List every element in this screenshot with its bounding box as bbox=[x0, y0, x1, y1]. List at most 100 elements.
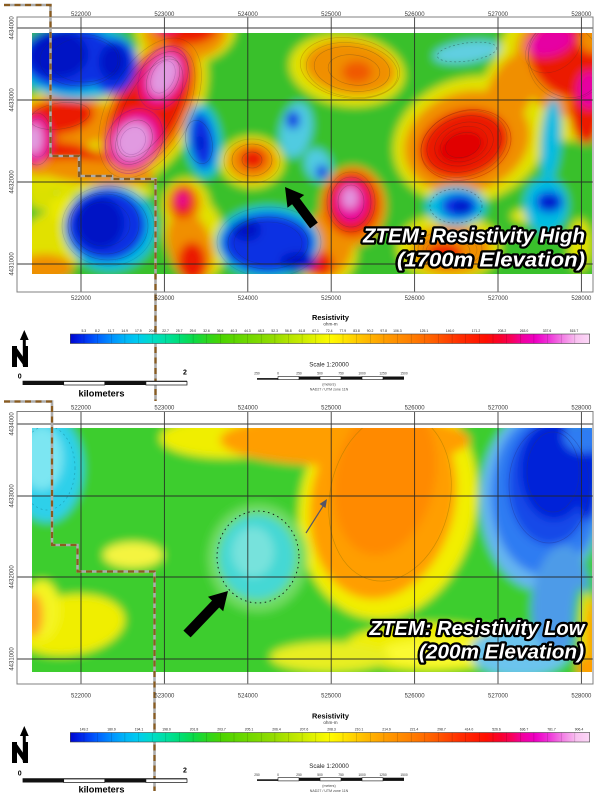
svg-text:72.4: 72.4 bbox=[326, 329, 333, 333]
svg-text:524000: 524000 bbox=[238, 694, 259, 700]
svg-text:500: 500 bbox=[317, 372, 323, 376]
svg-text:97.8: 97.8 bbox=[380, 329, 387, 333]
svg-text:149.2: 149.2 bbox=[80, 727, 89, 731]
svg-text:32.6: 32.6 bbox=[203, 329, 210, 333]
svg-text:1500: 1500 bbox=[400, 372, 408, 376]
svg-text:250: 250 bbox=[254, 773, 260, 777]
svg-text:171.2: 171.2 bbox=[472, 329, 481, 333]
svg-text:525000: 525000 bbox=[321, 296, 342, 302]
svg-text:(200m Elevation): (200m Elevation) bbox=[419, 640, 584, 663]
svg-text:214.9: 214.9 bbox=[382, 727, 391, 731]
svg-text:523000: 523000 bbox=[154, 296, 175, 302]
svg-text:250: 250 bbox=[296, 773, 302, 777]
svg-text:Resistivity: Resistivity bbox=[312, 712, 350, 721]
svg-text:414.0: 414.0 bbox=[465, 727, 474, 731]
svg-text:250: 250 bbox=[296, 372, 302, 376]
svg-text:Scale 1:20000: Scale 1:20000 bbox=[309, 362, 349, 369]
svg-text:528000: 528000 bbox=[571, 694, 592, 700]
svg-text:528000: 528000 bbox=[571, 12, 592, 18]
svg-text:781.7: 781.7 bbox=[547, 727, 556, 731]
svg-text:(meters): (meters) bbox=[322, 784, 335, 788]
svg-text:208.2: 208.2 bbox=[498, 329, 507, 333]
svg-text:194.1: 194.1 bbox=[135, 727, 144, 731]
svg-text:1000: 1000 bbox=[358, 773, 366, 777]
svg-text:17.9: 17.9 bbox=[135, 329, 142, 333]
svg-text:528000: 528000 bbox=[571, 296, 592, 302]
svg-text:4433000: 4433000 bbox=[10, 484, 16, 508]
svg-text:1250: 1250 bbox=[379, 372, 387, 376]
svg-text:ohm-m: ohm-m bbox=[323, 322, 337, 327]
svg-text:36.6: 36.6 bbox=[217, 329, 224, 333]
svg-text:0: 0 bbox=[18, 374, 22, 381]
svg-text:528000: 528000 bbox=[571, 406, 592, 412]
svg-text:207.6: 207.6 bbox=[300, 727, 309, 731]
svg-text:8.2: 8.2 bbox=[95, 329, 100, 333]
svg-text:4432000: 4432000 bbox=[10, 170, 16, 194]
svg-text:515.7: 515.7 bbox=[570, 329, 579, 333]
svg-text:527000: 527000 bbox=[488, 694, 509, 700]
svg-text:NAD27 / UTM zone 11N: NAD27 / UTM zone 11N bbox=[310, 789, 349, 793]
svg-text:(1700m Elevation): (1700m Elevation) bbox=[397, 249, 585, 272]
svg-text:kilometers: kilometers bbox=[79, 389, 125, 399]
svg-text:0: 0 bbox=[18, 771, 22, 778]
svg-text:29.0: 29.0 bbox=[190, 329, 197, 333]
svg-text:1250: 1250 bbox=[379, 773, 387, 777]
svg-text:636.7: 636.7 bbox=[520, 727, 529, 731]
svg-text:205.1: 205.1 bbox=[245, 727, 254, 731]
svg-text:523000: 523000 bbox=[154, 12, 175, 18]
svg-text:4434000: 4434000 bbox=[10, 16, 16, 40]
svg-text:522000: 522000 bbox=[71, 694, 92, 700]
svg-text:4431000: 4431000 bbox=[10, 252, 16, 276]
svg-text:203.7: 203.7 bbox=[217, 727, 226, 731]
svg-text:2: 2 bbox=[183, 768, 187, 775]
svg-text:44.3: 44.3 bbox=[244, 329, 251, 333]
svg-text:198.0: 198.0 bbox=[162, 727, 171, 731]
svg-text:525000: 525000 bbox=[321, 406, 342, 412]
svg-text:(meters): (meters) bbox=[322, 383, 335, 387]
svg-text:298.7: 298.7 bbox=[437, 727, 446, 731]
svg-text:337.6: 337.6 bbox=[543, 329, 552, 333]
svg-text:ohm-m: ohm-m bbox=[323, 720, 337, 725]
svg-text:527000: 527000 bbox=[488, 406, 509, 412]
svg-text:20.6: 20.6 bbox=[149, 329, 156, 333]
svg-text:40.3: 40.3 bbox=[230, 329, 237, 333]
svg-text:1000: 1000 bbox=[358, 372, 366, 376]
svg-text:526000: 526000 bbox=[405, 406, 426, 412]
svg-text:77.9: 77.9 bbox=[339, 329, 346, 333]
svg-text:750: 750 bbox=[338, 773, 344, 777]
svg-text:4431000: 4431000 bbox=[10, 647, 16, 671]
svg-text:527000: 527000 bbox=[488, 12, 509, 18]
svg-text:kilometers: kilometers bbox=[79, 785, 125, 795]
svg-text:526000: 526000 bbox=[405, 12, 426, 18]
svg-text:500: 500 bbox=[317, 773, 323, 777]
svg-text:52.3: 52.3 bbox=[271, 329, 278, 333]
svg-text:25.7: 25.7 bbox=[176, 329, 183, 333]
svg-text:524000: 524000 bbox=[238, 12, 259, 18]
svg-text:ZTEM: Resistivity Low: ZTEM: Resistivity Low bbox=[369, 617, 587, 640]
svg-text:125.1: 125.1 bbox=[420, 329, 429, 333]
svg-text:523000: 523000 bbox=[154, 406, 175, 412]
svg-text:48.3: 48.3 bbox=[258, 329, 265, 333]
svg-text:Scale 1:20000: Scale 1:20000 bbox=[309, 763, 349, 770]
svg-text:106.3: 106.3 bbox=[393, 329, 402, 333]
svg-text:61.8: 61.8 bbox=[299, 329, 306, 333]
svg-text:750: 750 bbox=[338, 372, 344, 376]
svg-text:522000: 522000 bbox=[71, 12, 92, 18]
svg-text:522000: 522000 bbox=[71, 406, 92, 412]
svg-text:526.6: 526.6 bbox=[492, 727, 501, 731]
svg-text:206.4: 206.4 bbox=[272, 727, 281, 731]
svg-text:0: 0 bbox=[277, 773, 279, 777]
svg-text:524000: 524000 bbox=[238, 406, 259, 412]
svg-text:526000: 526000 bbox=[405, 694, 426, 700]
svg-text:201.8: 201.8 bbox=[190, 727, 199, 731]
svg-text:525000: 525000 bbox=[321, 694, 342, 700]
svg-text:146.0: 146.0 bbox=[446, 329, 455, 333]
svg-text:906.4: 906.4 bbox=[575, 727, 584, 731]
svg-text:524000: 524000 bbox=[238, 296, 259, 302]
svg-text:527000: 527000 bbox=[488, 296, 509, 302]
svg-text:83.8: 83.8 bbox=[353, 329, 360, 333]
svg-text:522000: 522000 bbox=[71, 296, 92, 302]
svg-text:4434000: 4434000 bbox=[10, 412, 16, 436]
svg-text:67.1: 67.1 bbox=[312, 329, 319, 333]
svg-text:4432000: 4432000 bbox=[10, 565, 16, 589]
